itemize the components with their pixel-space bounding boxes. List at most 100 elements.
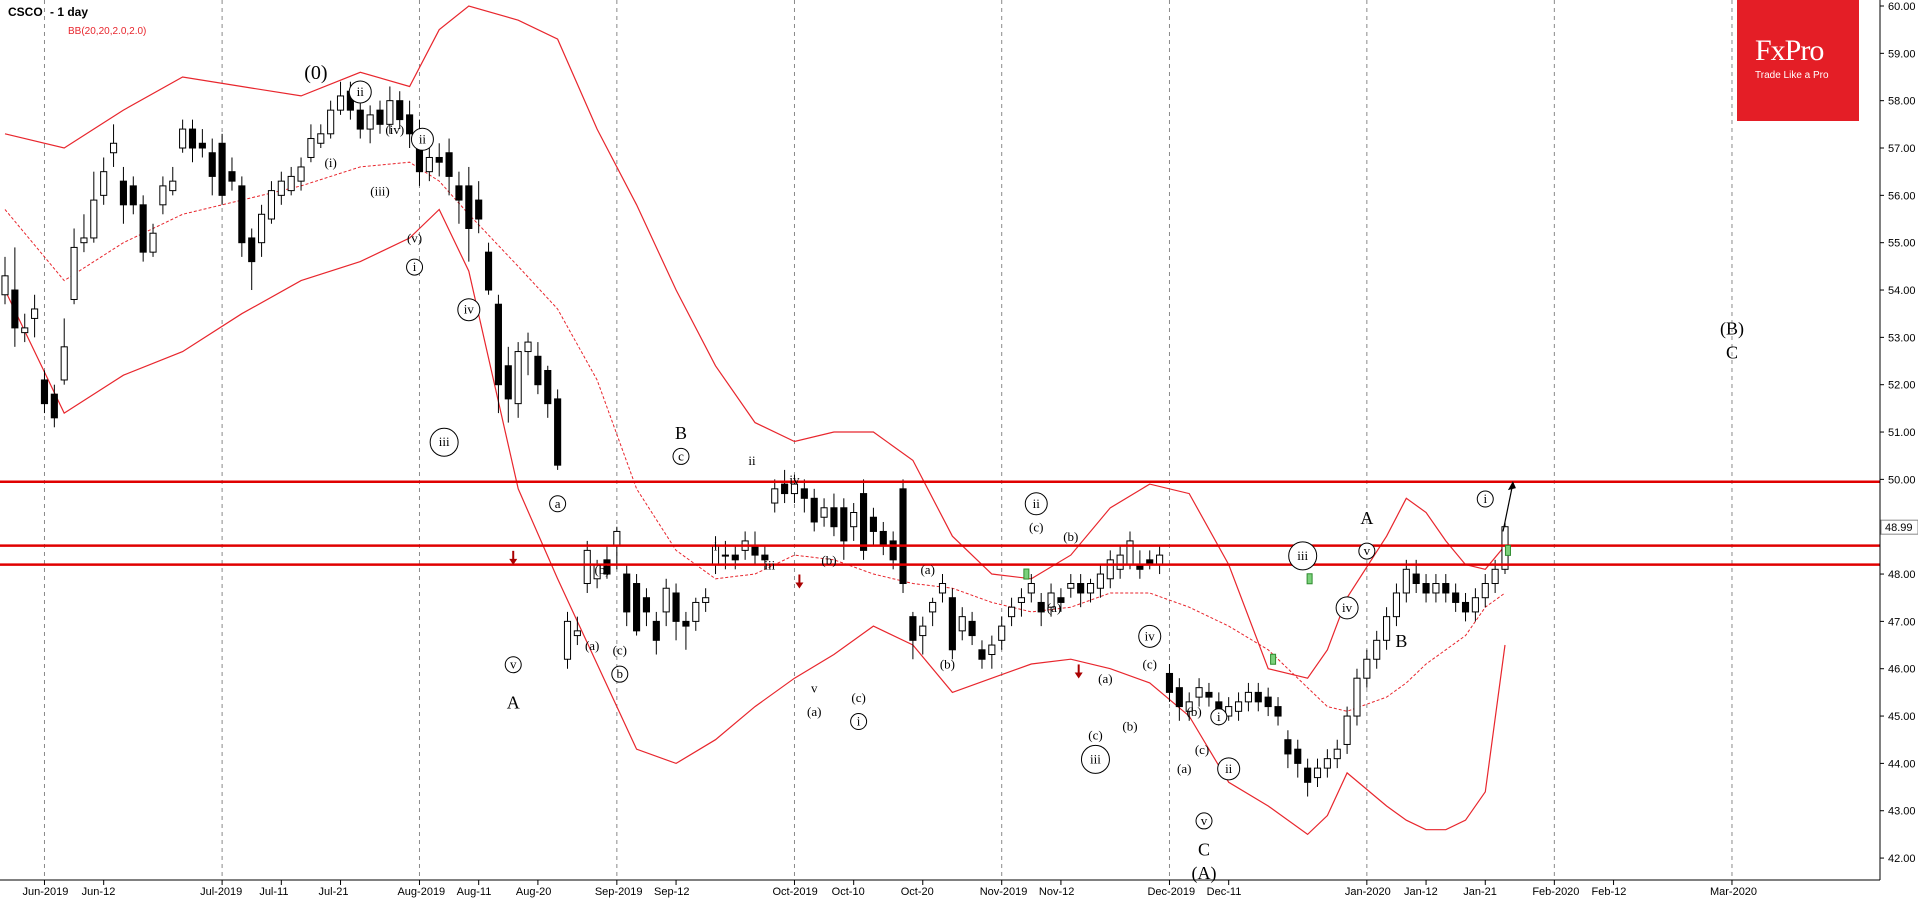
candle bbox=[603, 545, 611, 579]
candle bbox=[544, 365, 552, 418]
wave-label-text: A bbox=[1360, 508, 1373, 528]
candle bbox=[1373, 630, 1381, 669]
candle bbox=[563, 611, 572, 669]
bear-candle-body bbox=[682, 620, 690, 627]
candle bbox=[1086, 578, 1095, 603]
bear-candle-body bbox=[484, 251, 493, 291]
logo-tagline: Trade Like a Pro bbox=[1755, 70, 1829, 81]
wave-label: (b) bbox=[940, 657, 955, 672]
candle bbox=[198, 129, 206, 158]
candle bbox=[771, 479, 779, 513]
bear-candle-body bbox=[830, 507, 838, 528]
wave-label: i bbox=[1476, 490, 1494, 508]
candle bbox=[159, 176, 167, 215]
candle bbox=[1304, 758, 1312, 797]
bull-candle-body bbox=[1363, 658, 1371, 679]
wave-label: iii bbox=[429, 427, 459, 457]
candle bbox=[899, 479, 907, 593]
bull-candle-body bbox=[109, 142, 118, 154]
bear-candle-body bbox=[1274, 706, 1282, 717]
candle bbox=[1471, 588, 1479, 622]
price-axis: 60.00 59.00 58.00 57.00 56.00 55.00 54.00 53.00… bbox=[1879, 0, 1918, 880]
wave-label: iv bbox=[1335, 596, 1359, 620]
wave-label-text: i bbox=[714, 538, 718, 553]
bear-candle-body bbox=[1057, 597, 1065, 603]
bull-candle-body bbox=[1333, 748, 1341, 760]
arrow-head bbox=[795, 582, 804, 589]
wave-label-circle bbox=[1217, 757, 1241, 781]
bb-lower-line bbox=[4, 208, 1506, 836]
wave-label-text: (a) bbox=[920, 562, 934, 577]
price-tick-label: 47.00 bbox=[1888, 616, 1916, 628]
wave-label-text: (c) bbox=[1195, 742, 1209, 757]
candle bbox=[850, 503, 858, 541]
wave-label-text: c bbox=[678, 448, 684, 463]
wave-label-text: (0) bbox=[304, 62, 327, 84]
wave-label-text: (b) bbox=[1187, 704, 1202, 719]
wave-label-text: v bbox=[811, 680, 818, 695]
candle bbox=[1205, 682, 1213, 707]
wave-label-circle bbox=[672, 447, 690, 465]
bull-candle-body bbox=[179, 128, 187, 149]
candle bbox=[919, 616, 927, 655]
bear-candle-body bbox=[909, 616, 917, 641]
wave-label-text: (a) bbox=[1177, 761, 1191, 776]
candle bbox=[455, 171, 463, 224]
wave-label: (c) bbox=[851, 690, 865, 705]
candle bbox=[692, 597, 700, 631]
bear-candle-body bbox=[1304, 767, 1312, 783]
bear-candle-body bbox=[504, 365, 512, 400]
wave-label: (b) bbox=[1063, 529, 1078, 544]
bear-candle-body bbox=[731, 554, 739, 561]
time-tick-label: Jan-21 bbox=[1463, 886, 1497, 898]
time-tick-label: Nov-12 bbox=[1039, 886, 1074, 898]
wave-label: (a) bbox=[1177, 761, 1191, 776]
bear-candle-body bbox=[129, 185, 137, 206]
candle bbox=[1432, 574, 1440, 603]
wave-label-text: i bbox=[1217, 709, 1221, 724]
bull-candle-body bbox=[721, 554, 729, 557]
candle bbox=[406, 100, 414, 149]
wave-label-text: iv bbox=[1145, 628, 1156, 643]
bull-candle-body bbox=[336, 95, 345, 111]
candle bbox=[702, 588, 710, 612]
candle bbox=[613, 526, 621, 570]
wave-label-text: (b) bbox=[940, 657, 955, 672]
wave-label: (A) bbox=[1192, 863, 1217, 884]
bear-candle-body bbox=[228, 171, 236, 182]
candle bbox=[889, 531, 897, 570]
candle bbox=[879, 521, 887, 556]
bull-candle-body bbox=[70, 246, 78, 300]
bear-candle-body bbox=[1284, 739, 1292, 755]
bull-candle-body bbox=[100, 171, 108, 196]
wave-label: ii bbox=[348, 80, 372, 104]
candle bbox=[139, 195, 147, 262]
wave-label: (i) bbox=[325, 155, 337, 170]
bear-candle-body bbox=[781, 483, 789, 495]
bull-candle-body bbox=[307, 138, 315, 158]
wave-label-circle bbox=[1080, 744, 1110, 774]
candle bbox=[504, 346, 512, 423]
bull-candle-body bbox=[1432, 583, 1440, 594]
wave-label-text: (B) bbox=[1720, 319, 1744, 340]
bear-candle-body bbox=[672, 592, 680, 622]
wave-label: v bbox=[504, 656, 522, 674]
candle bbox=[1452, 583, 1460, 612]
bull-candle-body bbox=[159, 185, 167, 206]
candle bbox=[662, 578, 670, 627]
wave-label-text: C bbox=[1726, 342, 1738, 362]
candle bbox=[50, 384, 58, 428]
bull-candle-body bbox=[60, 346, 68, 381]
wave-label: (iv) bbox=[385, 122, 404, 137]
time-tick-label: Sep-12 bbox=[654, 886, 689, 898]
time-tick-label: Feb-2020 bbox=[1532, 886, 1579, 898]
bear-candle-body bbox=[1254, 691, 1262, 703]
candle bbox=[1027, 574, 1035, 603]
bear-candle-body bbox=[188, 128, 197, 149]
bull-candle-body bbox=[1373, 639, 1381, 660]
candle bbox=[1, 256, 9, 305]
wave-label-text: C bbox=[1198, 839, 1210, 859]
bear-candle-body bbox=[356, 109, 364, 130]
candle bbox=[277, 171, 285, 205]
green-signal-mark bbox=[1270, 653, 1277, 665]
